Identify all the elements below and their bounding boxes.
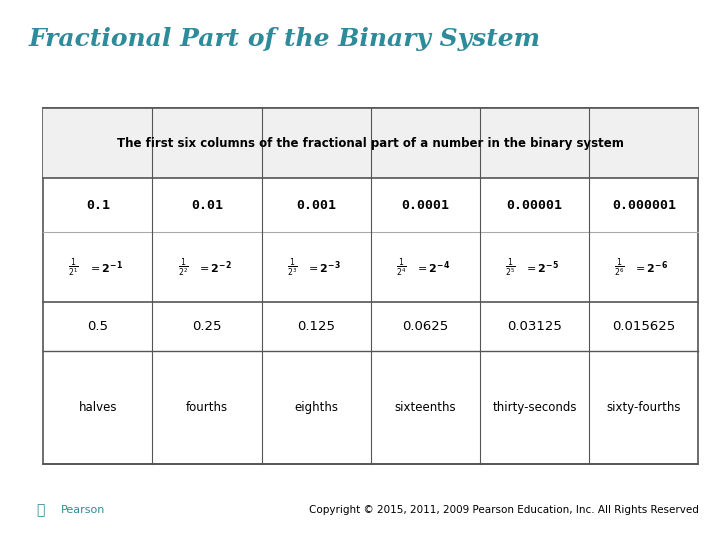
Text: Fractional Part of the Binary System: Fractional Part of the Binary System <box>29 27 541 51</box>
Text: $\frac{1}{2^4}$: $\frac{1}{2^4}$ <box>396 256 407 279</box>
Text: 0.25: 0.25 <box>192 320 222 333</box>
Text: halves: halves <box>78 401 117 414</box>
Text: $= \mathbf{2^{-1}}$: $= \mathbf{2^{-1}}$ <box>88 259 122 275</box>
Text: Copyright © 2015, 2011, 2009 Pearson Education, Inc. All Rights Reserved: Copyright © 2015, 2011, 2009 Pearson Edu… <box>309 505 698 515</box>
Text: 0.125: 0.125 <box>297 320 336 333</box>
Text: $\frac{1}{2^5}$: $\frac{1}{2^5}$ <box>505 256 516 279</box>
Text: $= \mathbf{2^{-6}}$: $= \mathbf{2^{-6}}$ <box>634 259 669 275</box>
Text: $\frac{1}{2^6}$: $\frac{1}{2^6}$ <box>614 256 625 279</box>
Text: Pearson: Pearson <box>61 505 106 515</box>
Text: $= \mathbf{2^{-2}}$: $= \mathbf{2^{-2}}$ <box>197 259 232 275</box>
Text: 0.0625: 0.0625 <box>402 320 449 333</box>
Text: The first six columns of the fractional part of a number in the binary system: The first six columns of the fractional … <box>117 137 624 150</box>
Text: 0.01: 0.01 <box>191 199 223 212</box>
Text: 0.001: 0.001 <box>296 199 336 212</box>
Text: $\frac{1}{2^2}$: $\frac{1}{2^2}$ <box>178 256 189 279</box>
Text: thirty-seconds: thirty-seconds <box>492 401 577 414</box>
Text: $\frac{1}{2^3}$: $\frac{1}{2^3}$ <box>287 256 297 279</box>
Text: 0.000001: 0.000001 <box>612 199 676 212</box>
Text: 0.0001: 0.0001 <box>402 199 449 212</box>
Text: eighths: eighths <box>294 401 338 414</box>
Text: $= \mathbf{2^{-4}}$: $= \mathbf{2^{-4}}$ <box>415 259 450 275</box>
Text: sixteenths: sixteenths <box>395 401 456 414</box>
Text: fourths: fourths <box>186 401 228 414</box>
Text: Ⓟ: Ⓟ <box>36 503 45 517</box>
Text: sixty-fourths: sixty-fourths <box>606 401 681 414</box>
Text: 0.015625: 0.015625 <box>612 320 675 333</box>
Text: $= \mathbf{2^{-5}}$: $= \mathbf{2^{-5}}$ <box>524 259 559 275</box>
Text: 0.00001: 0.00001 <box>507 199 562 212</box>
Text: 0.03125: 0.03125 <box>507 320 562 333</box>
Text: 0.5: 0.5 <box>87 320 108 333</box>
Text: $= \mathbf{2^{-3}}$: $= \mathbf{2^{-3}}$ <box>306 259 341 275</box>
Text: 0.1: 0.1 <box>86 199 109 212</box>
Text: $\frac{1}{2^1}$: $\frac{1}{2^1}$ <box>68 256 79 279</box>
